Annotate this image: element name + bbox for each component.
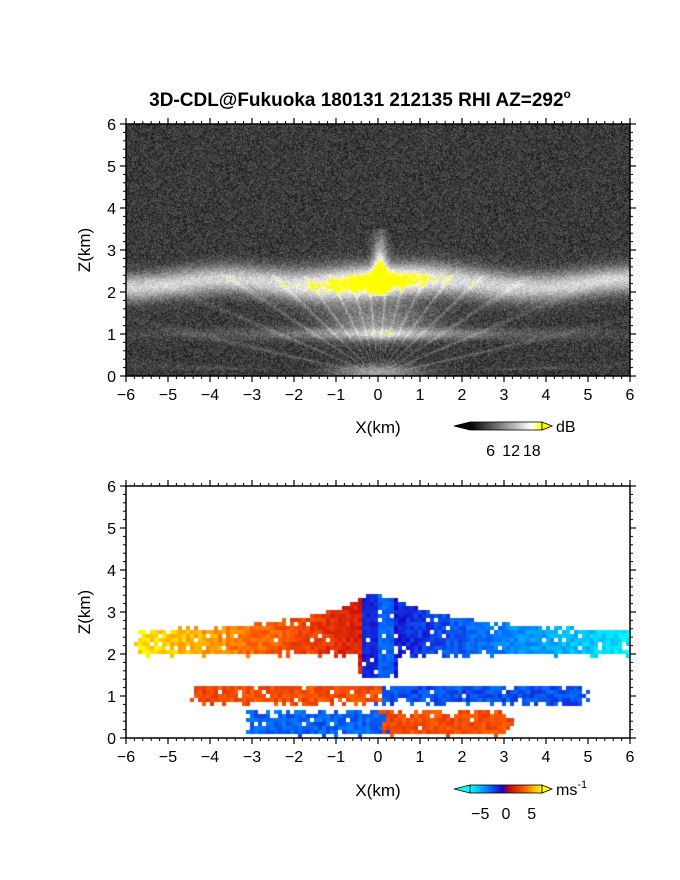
colorbar-unit: dB	[556, 419, 576, 436]
y-tick-label: 0	[107, 369, 116, 386]
velocity-panel: −6 −5 −4 −3 −2 −1 0 1 2 3 4 5 6 0 1 2 3 4 5 6 X(km) Z(km) m…	[75, 479, 636, 823]
x-tick-label: 3	[500, 749, 509, 766]
x-tick-label: 0	[374, 387, 383, 404]
y-tick-label: 0	[107, 731, 116, 748]
x-tick-label: 2	[458, 749, 467, 766]
y-tick-label: 6	[107, 117, 116, 134]
velocity-heatmap	[126, 486, 630, 738]
x-tick-label: −6	[117, 387, 135, 404]
figure-title: 3D-CDL@Fukuoka 180131 212135 RHI AZ=292o	[149, 87, 571, 111]
x-tick-label: −4	[201, 387, 219, 404]
x-tick-label: −1	[327, 749, 345, 766]
velocity-axes: −6 −5 −4 −3 −2 −1 0 1 2 3 4 5 6 0 1 2 3 4 5 6	[107, 479, 636, 766]
velocity-image	[126, 486, 630, 738]
colorbar-bar	[469, 421, 543, 431]
x-tick-label: 3	[500, 387, 509, 404]
y-tick-label: 5	[107, 521, 116, 538]
velocity-colorbar: ms-1 −5 0 5	[453, 779, 587, 823]
colorbar-tick-label: 5	[527, 806, 536, 823]
backscatter-ylabel: Z(km)	[75, 228, 94, 272]
x-tick-label: 4	[542, 749, 551, 766]
y-tick-label: 6	[107, 479, 116, 496]
x-tick-label: −2	[285, 749, 303, 766]
x-tick-label: 4	[542, 387, 551, 404]
x-tick-label: 2	[458, 387, 467, 404]
x-tick-label: −6	[117, 749, 135, 766]
y-tick-label: 1	[107, 689, 116, 706]
colorbar-tick-label: 6	[486, 443, 495, 460]
backscatter-axes: −6 −5 −4 −3 −2 −1 0 1 2 3 4 5 6 0 1 2 3 4 5 6	[107, 117, 636, 404]
colorbar-tick-label: 18	[523, 443, 541, 460]
backscatter-colorbar: dB 6 12 18	[453, 419, 576, 460]
backscatter-xlabel: X(km)	[355, 418, 400, 437]
x-tick-label: −5	[159, 749, 177, 766]
y-tick-label: 2	[107, 647, 116, 664]
y-tick-label: 5	[107, 159, 116, 176]
x-tick-label: 1	[416, 387, 425, 404]
x-tick-label: −5	[159, 387, 177, 404]
x-tick-label: 6	[626, 749, 635, 766]
colorbar-max-arrow	[541, 421, 554, 431]
x-tick-label: 6	[626, 387, 635, 404]
velocity-ylabel: Z(km)	[75, 590, 94, 634]
y-tick-label: 3	[107, 605, 116, 622]
colorbar-min-arrow	[453, 421, 471, 431]
y-tick-label: 4	[107, 563, 116, 580]
x-tick-label: 1	[416, 749, 425, 766]
y-tick-label: 3	[107, 243, 116, 260]
x-tick-label: −2	[285, 387, 303, 404]
x-tick-label: 0	[374, 749, 383, 766]
colorbar-unit: ms-1	[556, 779, 587, 799]
y-tick-label: 1	[107, 327, 116, 344]
colorbar-tick-label: 12	[502, 443, 520, 460]
y-tick-label: 2	[107, 285, 116, 302]
colorbar-max-arrow	[541, 784, 554, 794]
x-tick-label: 5	[584, 387, 593, 404]
colorbar-bar	[469, 784, 543, 794]
y-tick-label: 4	[107, 201, 116, 218]
colorbar-min-arrow	[453, 784, 471, 794]
colorbar-tick-label: −5	[471, 806, 489, 823]
backscatter-heatmap	[126, 124, 630, 376]
x-tick-label: −3	[243, 387, 261, 404]
x-tick-label: −4	[201, 749, 219, 766]
velocity-xlabel: X(km)	[355, 781, 400, 800]
x-tick-label: −3	[243, 749, 261, 766]
backscatter-image	[126, 124, 630, 376]
colorbar-tick-label: 0	[502, 806, 511, 823]
x-tick-label: 5	[584, 749, 593, 766]
x-tick-label: −1	[327, 387, 345, 404]
